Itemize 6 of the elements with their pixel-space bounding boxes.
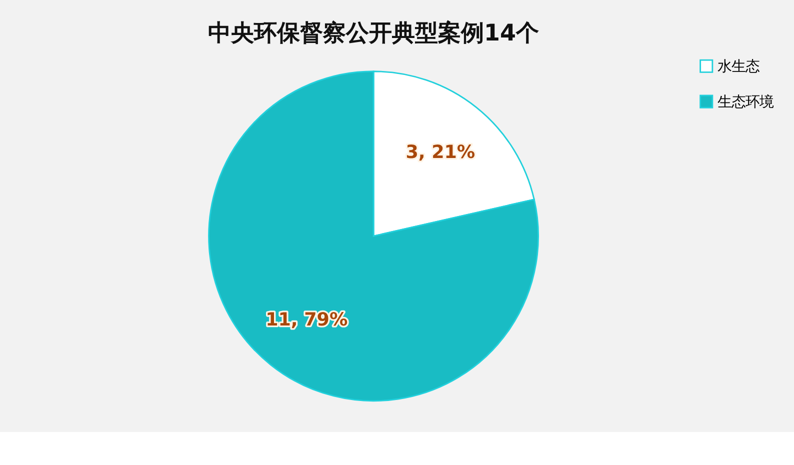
chart-title: 中央环保督察公开典型案例14个 — [208, 20, 540, 47]
legend-label: 水生态 — [717, 58, 760, 75]
data-label: 11, 79% — [266, 310, 348, 331]
legend-label: 生态环境 — [717, 94, 774, 110]
pie-slice — [208, 70, 539, 402]
data-label: 3, 21% — [406, 142, 476, 163]
